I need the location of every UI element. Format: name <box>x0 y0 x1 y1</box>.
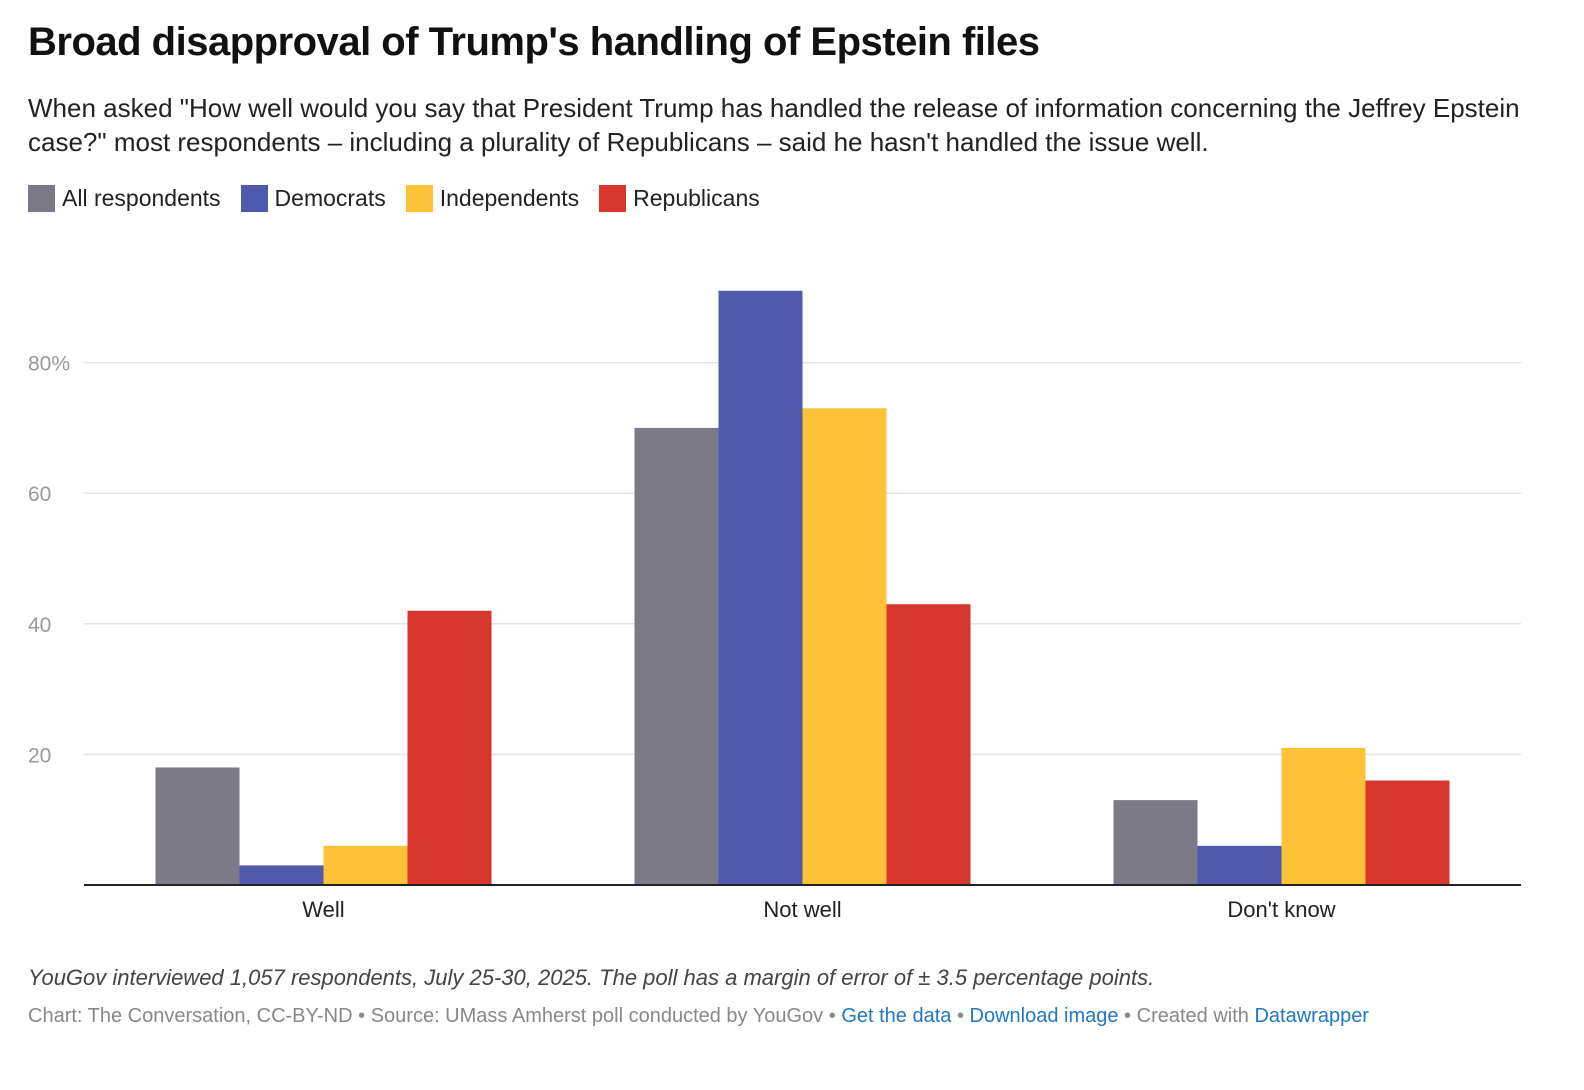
legend-swatch <box>28 185 55 212</box>
legend-item-democrats: Democrats <box>240 185 386 212</box>
bar <box>886 604 971 885</box>
x-tick-label: Not well <box>763 897 841 922</box>
download-image-link[interactable]: Download image <box>969 1005 1119 1027</box>
created-with-text: Created with <box>1136 1005 1255 1027</box>
chart-subtitle: When asked "How well would you say that … <box>28 93 1520 157</box>
footnote: YouGov interviewed 1,057 respondents, Ju… <box>28 965 1155 990</box>
bar <box>1113 800 1198 885</box>
legend-swatch <box>405 185 433 212</box>
legend-swatch <box>240 185 268 212</box>
legend-label: All respondents <box>62 185 221 211</box>
legend-item-all-respondents: All respondents <box>28 185 221 212</box>
separator: • <box>1118 1005 1137 1027</box>
legend-item-independents: Independents <box>405 185 580 212</box>
legend-label: Independents <box>439 185 580 211</box>
y-tick-label: 20 <box>28 744 51 767</box>
bar <box>155 767 240 885</box>
legend-swatch <box>599 185 627 212</box>
bar <box>239 865 324 885</box>
x-tick-label: Well <box>302 897 344 922</box>
bar <box>802 408 887 885</box>
legend: All respondents Democrats Independents R… <box>28 185 780 212</box>
bar <box>407 610 492 885</box>
credit-text: Chart: The Conversation, CC-BY-ND <box>28 1005 353 1027</box>
separator: • <box>352 1005 371 1027</box>
separator: • <box>951 1005 970 1027</box>
bar <box>718 290 803 885</box>
bar-chart: 20 40 60 80% Well Not well Don't know <box>28 290 1521 922</box>
bar <box>634 427 719 885</box>
x-tick-label: Don't know <box>1227 897 1335 922</box>
legend-label: Republicans <box>633 185 760 211</box>
byline: Chart: The Conversation, CC-BY-ND • Sour… <box>28 1005 1369 1028</box>
bar <box>1281 747 1366 885</box>
y-tick-label: 40 <box>28 614 51 637</box>
y-tick-label: 60 <box>28 483 51 506</box>
get-data-link[interactable]: Get the data <box>841 1005 952 1027</box>
bar <box>323 845 408 885</box>
y-tick-label: 80% <box>28 353 70 376</box>
chart-title: Broad disapproval of Trump's handling of… <box>28 20 1040 64</box>
bar <box>1197 845 1282 885</box>
bar <box>1365 780 1450 885</box>
separator: • <box>823 1005 842 1027</box>
legend-item-republicans: Republicans <box>599 185 760 212</box>
legend-label: Democrats <box>274 185 386 211</box>
datawrapper-link[interactable]: Datawrapper <box>1254 1005 1369 1027</box>
source-text: Source: UMass Amherst poll conducted by … <box>370 1005 824 1027</box>
